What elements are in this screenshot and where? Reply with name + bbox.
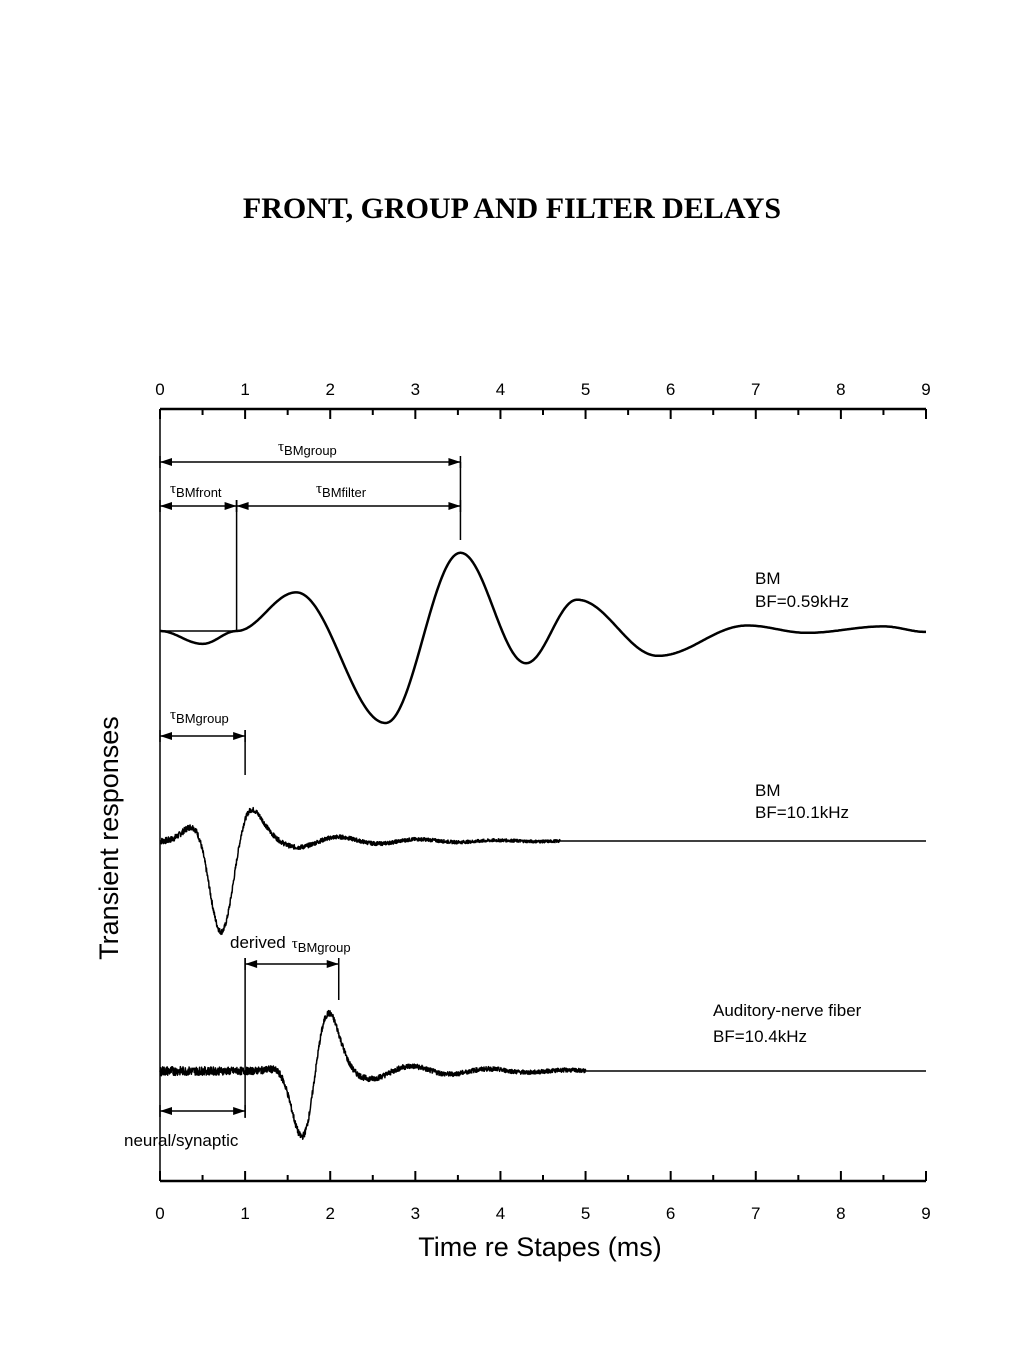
bottom-tick-label: 4 xyxy=(496,1204,505,1223)
arrow-neural-synaptic xyxy=(159,1105,246,1117)
arrow-bm-filter xyxy=(235,500,462,512)
bottom-tick-label: 5 xyxy=(581,1204,590,1223)
arrow-derived-group xyxy=(244,958,340,970)
trace-bm-low xyxy=(159,551,927,725)
delay-annotations xyxy=(159,456,462,1118)
tau-bm-group-label: τBMgroup xyxy=(278,439,337,458)
bottom-tick-label: 8 xyxy=(836,1204,845,1223)
tau-bm-front-label: τBMfront xyxy=(170,481,222,500)
tau-bm-filter-label: τBMfilter xyxy=(316,481,367,500)
trace-label-bm-low-line2: BF=0.59kHz xyxy=(755,592,849,611)
bottom-tick-label: 2 xyxy=(325,1204,334,1223)
neural-synaptic-label: neural/synaptic xyxy=(124,1131,239,1150)
top-tick-label: 9 xyxy=(921,380,930,399)
arrow-bm-group-high xyxy=(159,730,246,742)
top-tick-label: 3 xyxy=(411,380,420,399)
y-axis-label: Transient responses xyxy=(94,716,124,960)
top-tick-label: 4 xyxy=(496,380,505,399)
top-tick-label: 1 xyxy=(240,380,249,399)
bottom-tick-label: 7 xyxy=(751,1204,760,1223)
trace-bm-high xyxy=(159,806,927,936)
top-tick-label: 7 xyxy=(751,380,760,399)
arrow-bm-front xyxy=(159,500,238,512)
trace-an-fiber xyxy=(159,1009,927,1140)
trace-label-bm-high-line2: BF=10.1kHz xyxy=(755,803,849,822)
top-tick-label: 5 xyxy=(581,380,590,399)
x-axis-label: Time re Stapes (ms) xyxy=(418,1232,662,1262)
bottom-tick-label: 9 xyxy=(921,1204,930,1223)
bottom-tick-label: 1 xyxy=(240,1204,249,1223)
top-tick-label: 8 xyxy=(836,380,845,399)
top-tick-label: 2 xyxy=(325,380,334,399)
tau-bm-group-high-label: τBMgroup xyxy=(170,707,229,726)
trace-label-bm-low-line1: BM xyxy=(755,569,781,588)
top-tick-label: 0 xyxy=(155,380,164,399)
trace-label-bm-high-line1: BM xyxy=(755,781,781,800)
bottom-tick-label: 0 xyxy=(155,1204,164,1223)
derived-tau-label: derived τBMgroup xyxy=(230,933,351,955)
page-title: FRONT, GROUP AND FILTER DELAYS xyxy=(242,192,782,225)
top-tick-label: 6 xyxy=(666,380,675,399)
trace-label-an-line1: Auditory-nerve fiber xyxy=(713,1001,862,1020)
bottom-tick-label: 6 xyxy=(666,1204,675,1223)
bottom-tick-label: 3 xyxy=(411,1204,420,1223)
trace-label-an-line2: BF=10.4kHz xyxy=(713,1027,807,1046)
